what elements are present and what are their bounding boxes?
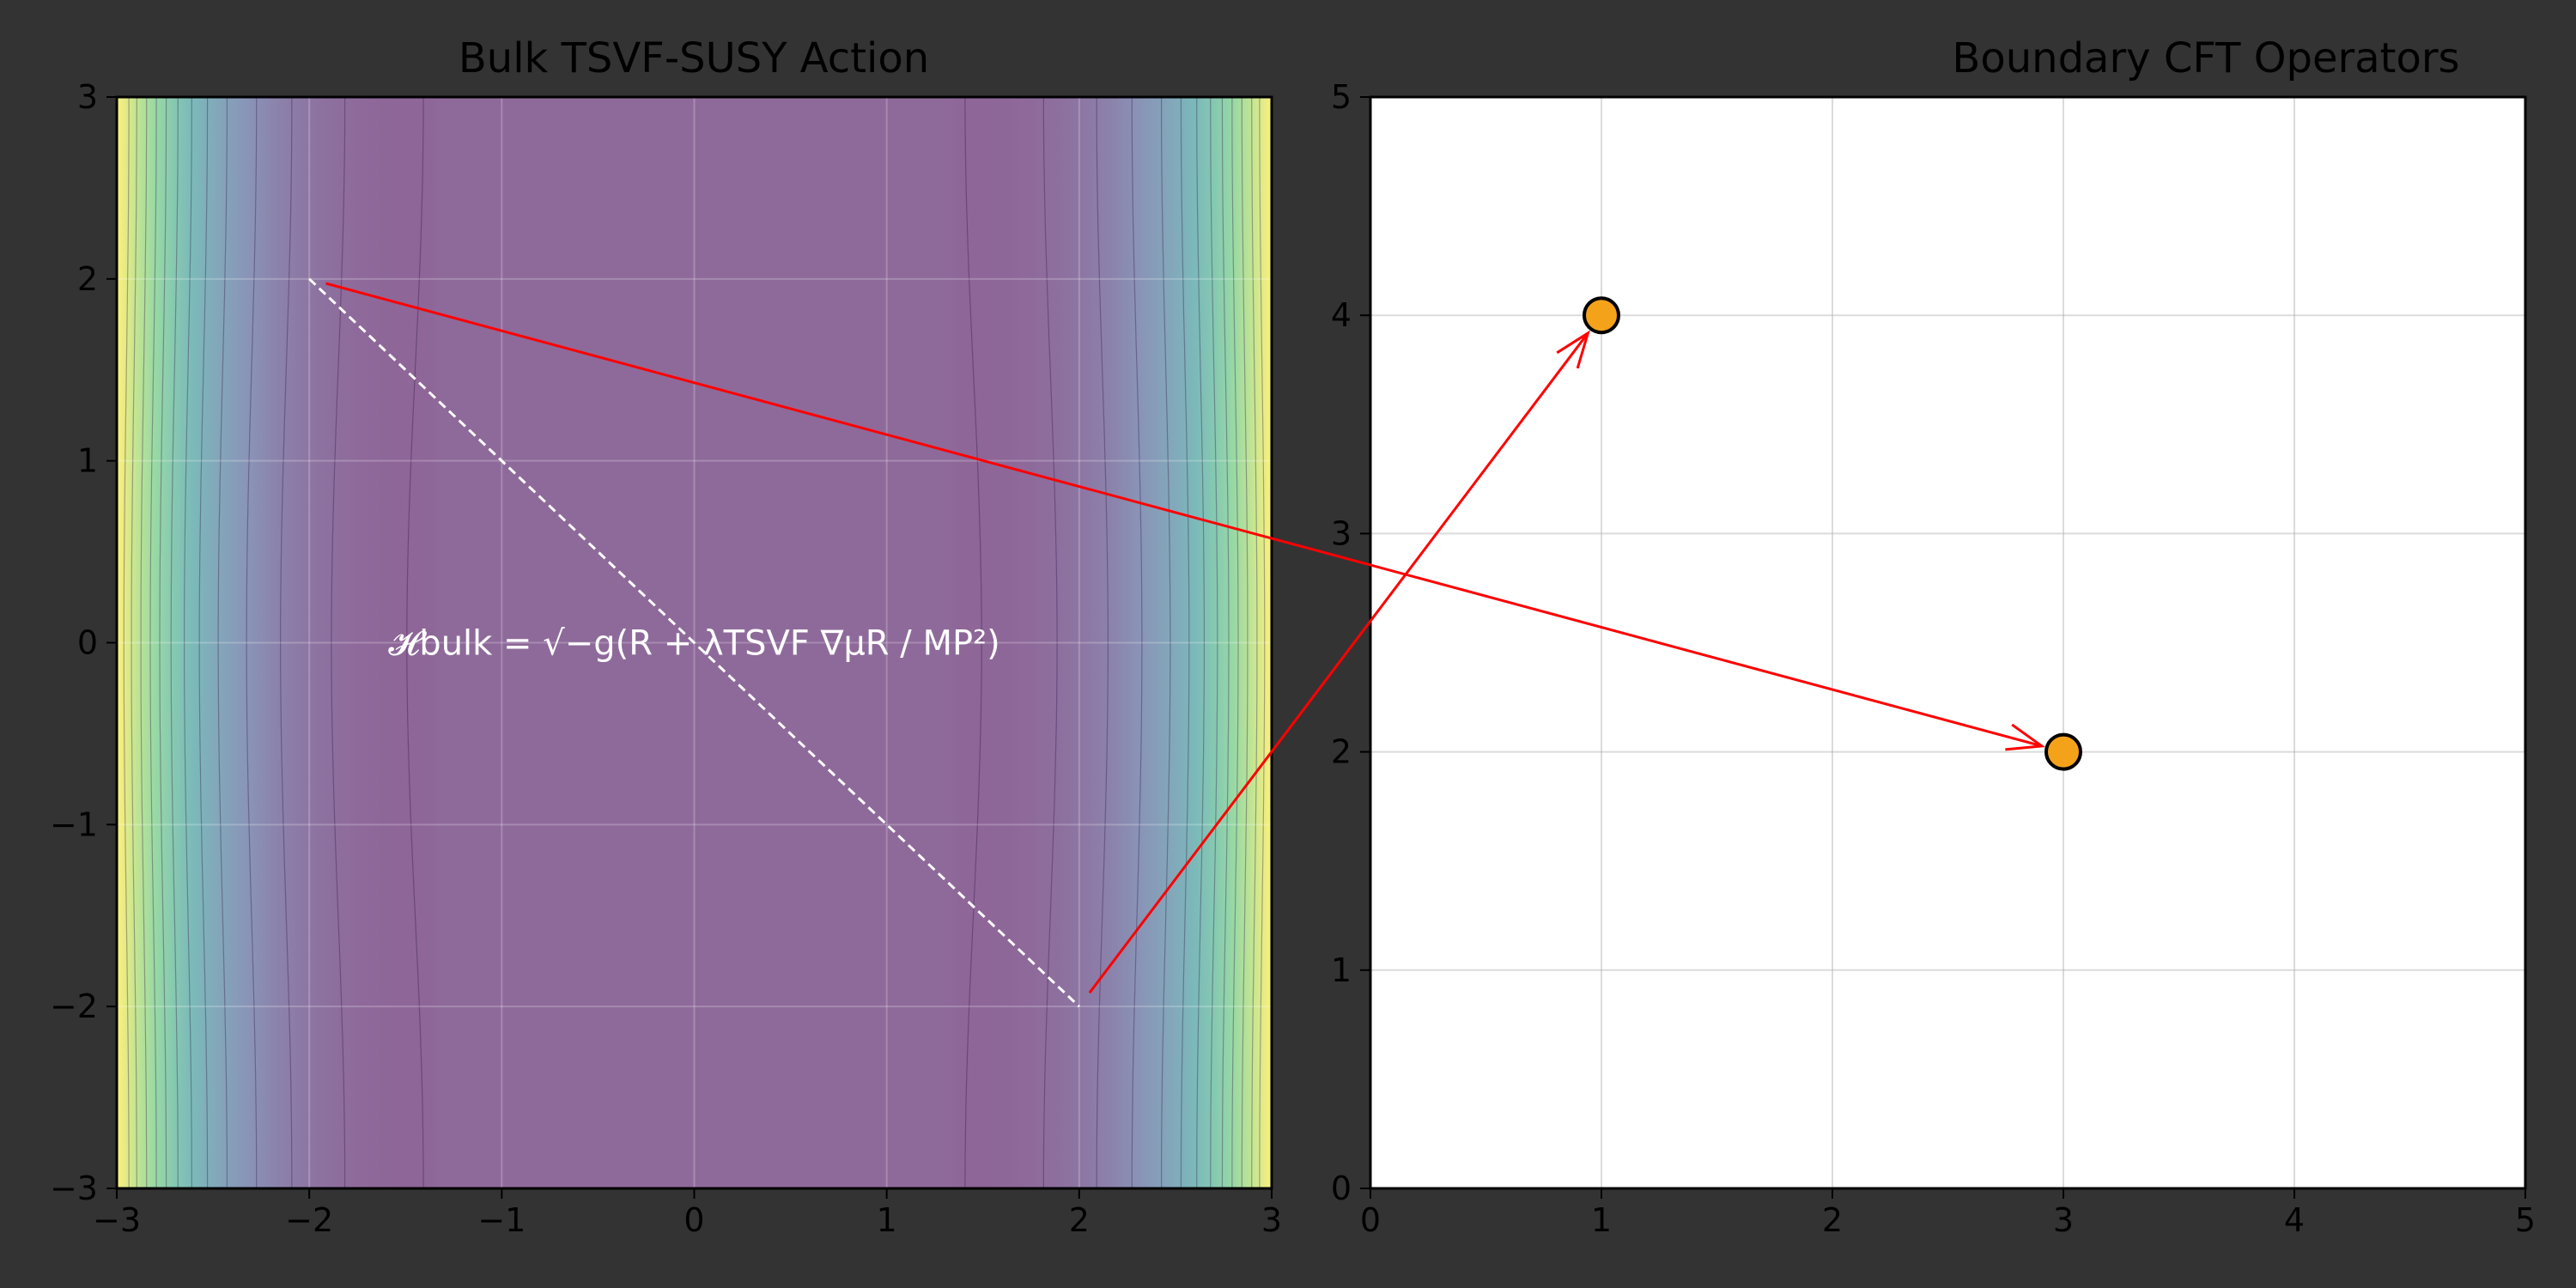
bulk-contour-line: [1131, 97, 1143, 1188]
cft-operator-point: [2044, 732, 2082, 771]
bulk-panel-title: Bulk TSVF-SUSY Action: [459, 34, 929, 82]
bulk-contour-line: [159, 97, 167, 1188]
cft-operator-points: [1583, 296, 2082, 771]
y-tick-label: 2: [77, 260, 98, 298]
cft-x-ticks: 0 1 2 3 4 5: [1360, 1188, 2536, 1239]
bulk-contour-line: [1096, 97, 1109, 1188]
bulk-contour-line: [140, 97, 148, 1188]
bulk-contour-line: [1259, 97, 1266, 1188]
bulk-contour-line: [198, 97, 209, 1188]
mapping-arrow-head: [1556, 330, 1590, 369]
bulk-contour-line: [279, 97, 293, 1188]
bulk-contour-line: [246, 97, 258, 1188]
x-tick-label: −1: [477, 1201, 526, 1239]
x-tick-label: 2: [1069, 1201, 1090, 1239]
bulk-contour-line: [1241, 97, 1249, 1188]
bulk-contour-line: [1231, 97, 1239, 1188]
bulk-contour-line: [184, 97, 192, 1188]
x-tick-label: 3: [1261, 1201, 1282, 1239]
y-tick-label: 5: [1331, 78, 1352, 116]
bulk-geodesic-dashed-line: [308, 277, 1080, 1008]
boundary-cft-panel: Boundary CFT Operators 0 1 2 3 4 5 0 1 2 3 4 5: [1331, 34, 2536, 1239]
bulk-contour-line: [149, 97, 157, 1188]
bulk-contour-lines: [123, 97, 1266, 1188]
mapping-arrow-head: [2005, 723, 2046, 751]
bulk-action-panel: Bulk TSVF-SUSY Action 𝓗bulk = √−g(R + λT…: [50, 34, 1282, 1239]
bulk-contour-line: [1042, 97, 1058, 1188]
y-tick-label: −3: [50, 1170, 98, 1207]
x-tick-label: −3: [93, 1201, 141, 1239]
x-tick-label: 1: [877, 1201, 897, 1239]
cft-operator-point: [1583, 296, 1620, 335]
mapping-arrow-line: [325, 282, 2043, 748]
bulk-contour-line: [406, 97, 424, 1188]
cft-panel-title: Boundary CFT Operators: [1952, 34, 2459, 82]
bulk-contour-line: [964, 97, 982, 1188]
cft-y-ticks: 0 1 2 3 4 5: [1331, 78, 1370, 1207]
y-tick-label: 1: [1331, 951, 1352, 989]
x-tick-label: 3: [2053, 1201, 2074, 1239]
y-tick-label: 2: [1331, 733, 1352, 771]
bulk-contour-line: [131, 97, 137, 1188]
bulk-contour-line: [1221, 97, 1230, 1188]
x-tick-label: 0: [683, 1201, 704, 1239]
bulk-contour-line: [1210, 97, 1218, 1188]
bulk-x-ticks: −3 −2 −1 0 1 2 3: [93, 1188, 1282, 1239]
y-tick-label: 1: [77, 442, 98, 480]
x-tick-label: −2: [285, 1201, 333, 1239]
bulk-contour-line: [1251, 97, 1258, 1188]
cft-plot-frame: [1369, 95, 2527, 1190]
y-tick-label: 3: [1331, 514, 1352, 552]
mapping-arrow-line: [1088, 332, 1589, 994]
y-tick-label: −1: [50, 805, 98, 843]
y-tick-label: 0: [1331, 1170, 1352, 1207]
y-tick-label: −2: [50, 987, 98, 1025]
bulk-contour-line: [1180, 97, 1190, 1188]
bulk-contour-line: [123, 97, 130, 1188]
bulk-contour-line: [170, 97, 179, 1188]
y-tick-label: 0: [77, 624, 98, 662]
y-tick-label: 3: [77, 78, 98, 116]
x-tick-label: 1: [1591, 1201, 1612, 1239]
bulk-contour-line: [1196, 97, 1205, 1188]
y-tick-label: 4: [1331, 296, 1352, 334]
bulk-y-ticks: −3 −2 −1 0 1 2 3: [50, 78, 117, 1207]
bulk-contour-line: [1161, 97, 1171, 1188]
bulk-hamiltonian-annotation: 𝓗bulk = √−g(R + λTSVF ∇μR / MP²): [388, 624, 1000, 664]
x-tick-label: 5: [2515, 1201, 2536, 1239]
x-tick-label: 4: [2284, 1201, 2305, 1239]
bulk-to-boundary-arrows: [325, 282, 2046, 994]
x-tick-label: 2: [1822, 1201, 1843, 1239]
bulk-contour-line: [217, 97, 228, 1188]
x-tick-label: 0: [1360, 1201, 1381, 1239]
cft-plot-background: [1370, 97, 2525, 1188]
bulk-contour-line: [331, 97, 346, 1188]
